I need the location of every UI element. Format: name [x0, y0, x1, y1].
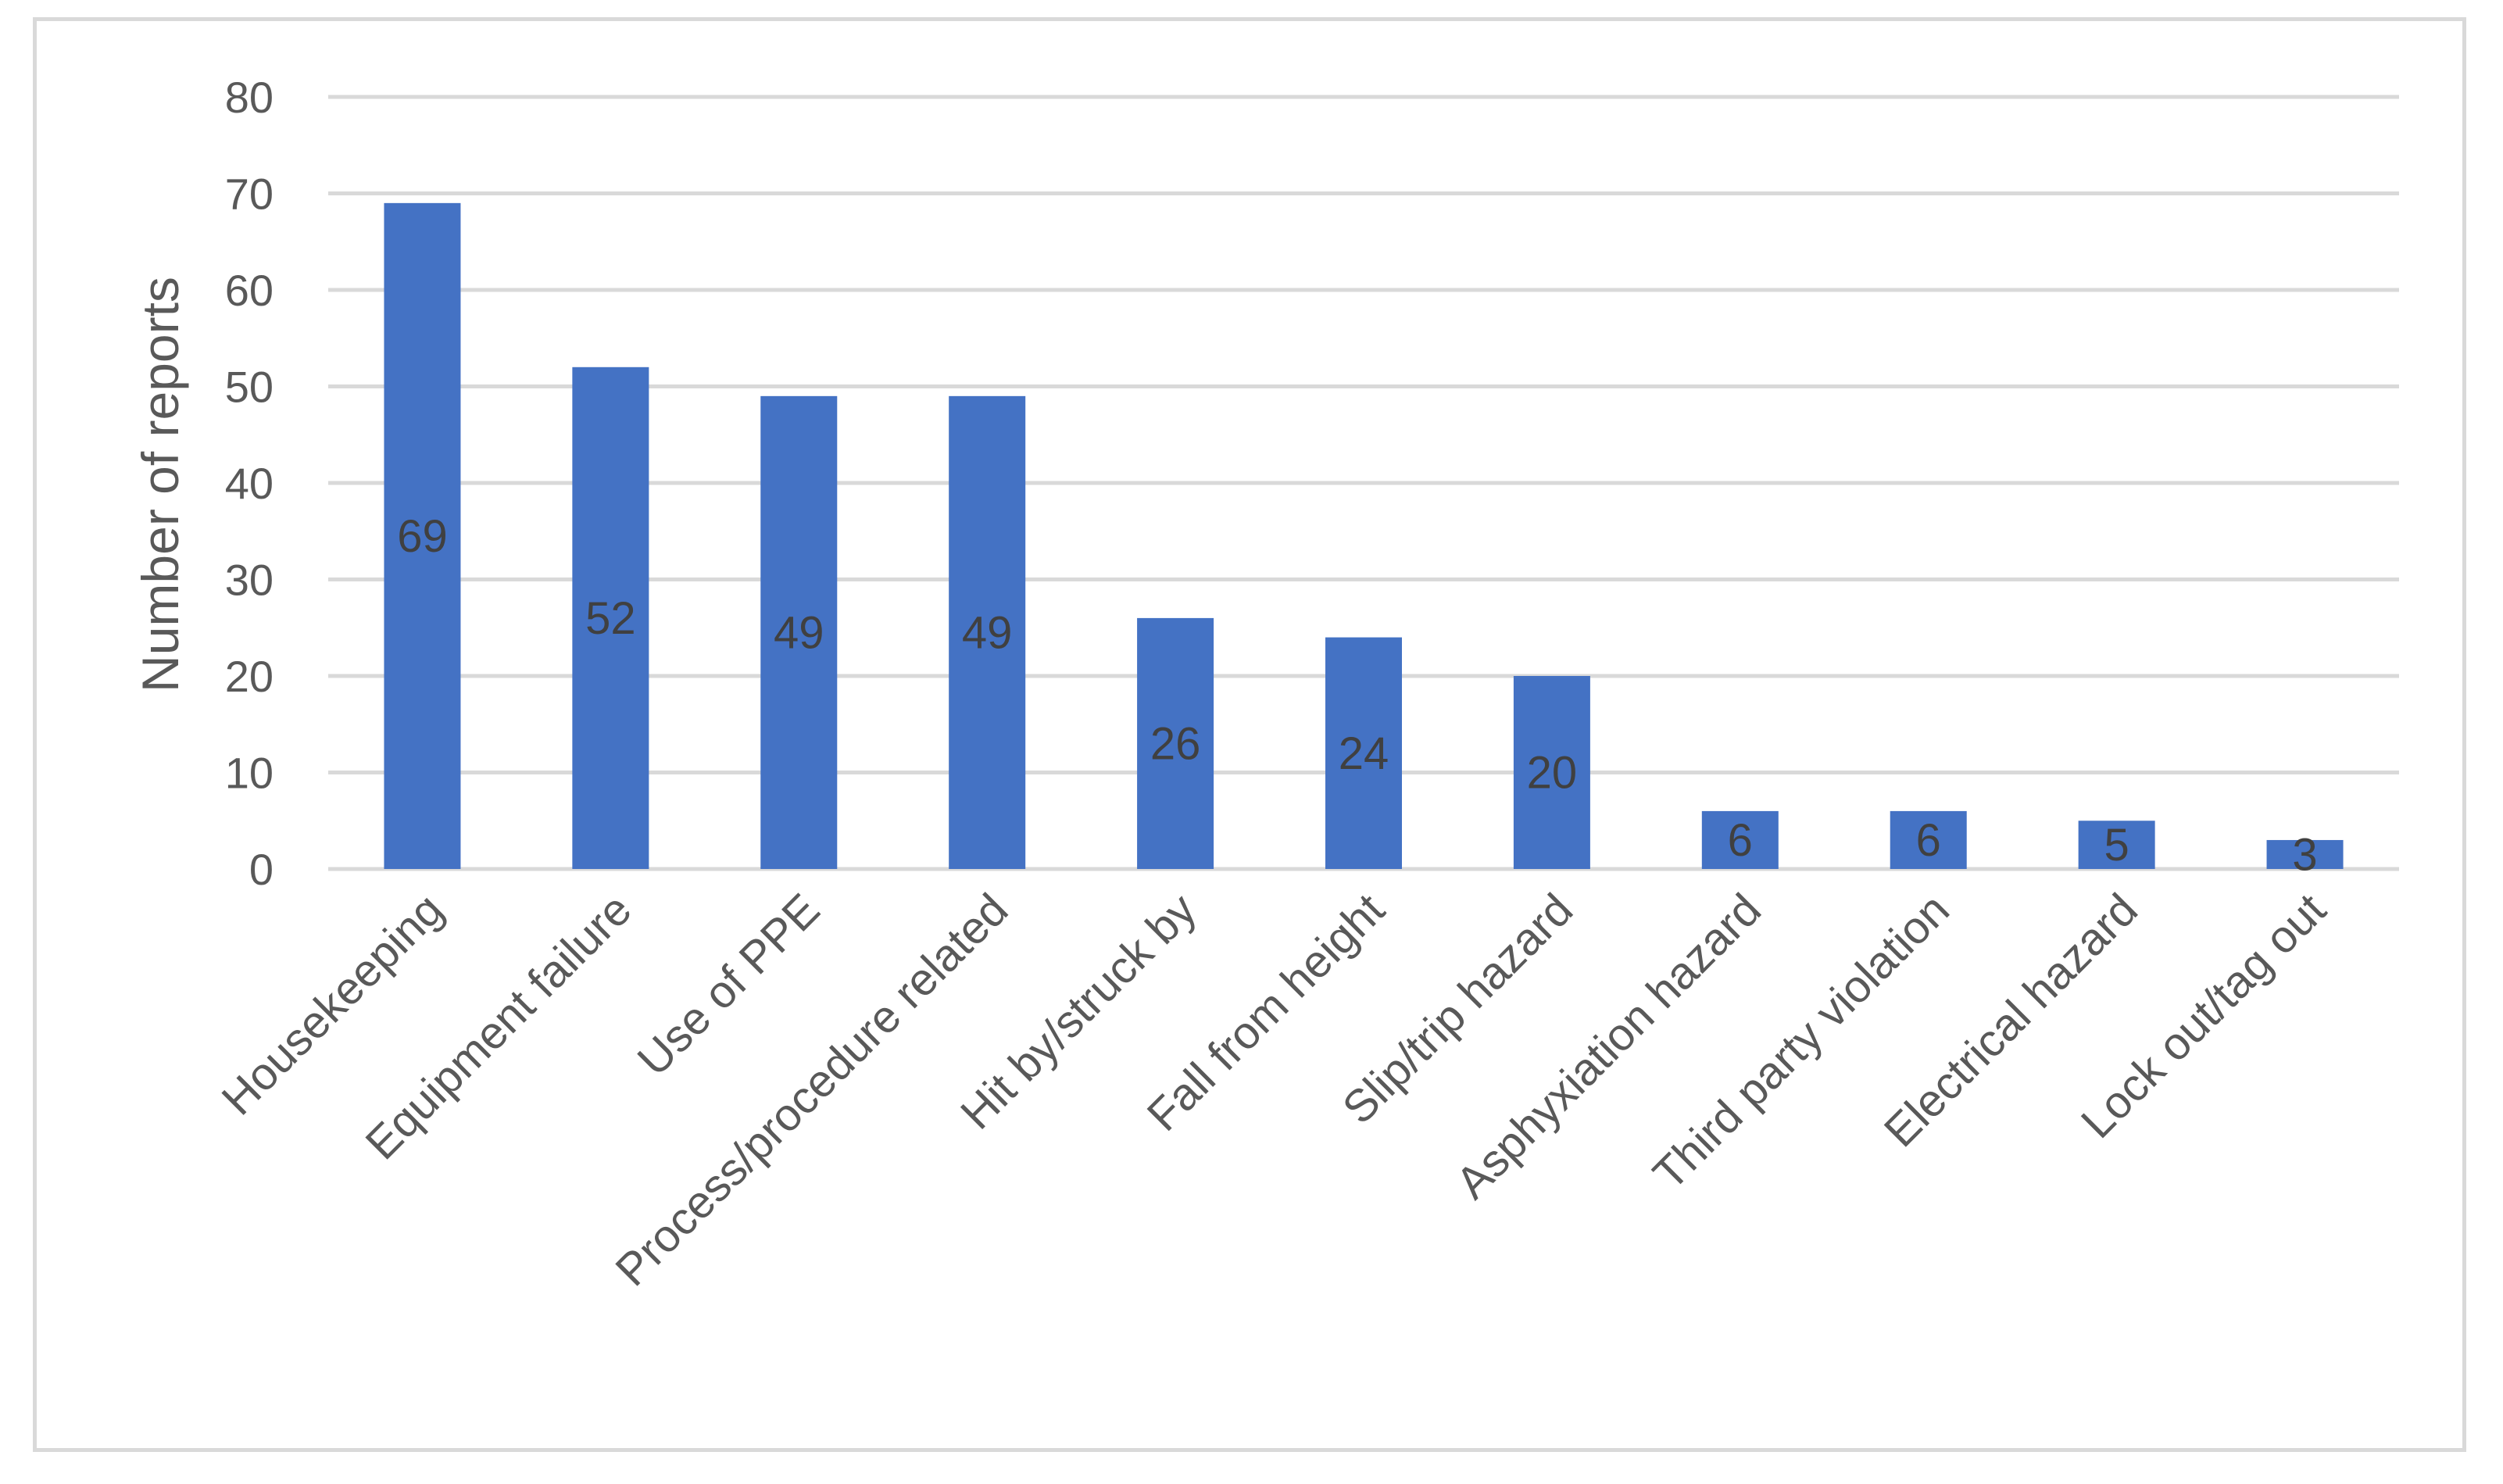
data-label: 5: [2104, 820, 2129, 871]
data-label: 26: [1150, 718, 1201, 769]
y-tick-label: 20: [225, 652, 274, 701]
y-tick-label: 10: [225, 749, 274, 798]
y-tick-label: 50: [225, 363, 274, 412]
bar: [384, 202, 461, 870]
data-label: 52: [585, 593, 636, 644]
data-label: 49: [774, 607, 824, 658]
bar: [1137, 617, 1214, 869]
y-axis-ticks: 0 10 20 30 40 50 60 70 80: [225, 73, 274, 894]
data-label: 6: [1916, 815, 1941, 866]
bar: [949, 395, 1026, 870]
bar: [1701, 810, 1779, 869]
data-labels: 69 52 49 49 26 24 20 6 6 5 3: [397, 511, 2317, 881]
bar: [760, 395, 838, 870]
x-tick-label: Process/procedure related: [606, 884, 1017, 1296]
y-tick-label: 0: [249, 845, 274, 894]
bar: [2078, 821, 2155, 869]
data-label: 3: [2292, 829, 2317, 880]
bar: [1325, 637, 1402, 869]
x-tick-label: Asphyxiation hazard: [1446, 884, 1771, 1208]
data-label: 69: [397, 511, 448, 562]
bar: [1513, 676, 1590, 869]
bar: [2266, 839, 2344, 869]
bars: [384, 202, 2344, 870]
data-label: 20: [1527, 748, 1578, 799]
bar: [572, 367, 649, 869]
y-tick-label: 30: [225, 556, 274, 605]
y-tick-label: 70: [225, 170, 274, 219]
y-tick-label: 60: [225, 266, 274, 315]
gridlines: [328, 95, 2399, 871]
y-axis-title: Number of reports: [131, 277, 189, 692]
data-label: 49: [962, 607, 1013, 658]
data-label: 6: [1728, 815, 1753, 866]
y-tick-label: 80: [225, 73, 274, 122]
y-tick-label: 40: [225, 459, 274, 508]
bar: [1890, 810, 1967, 869]
data-label: 24: [1339, 728, 1389, 779]
x-tick-label: Use of PPE: [628, 884, 830, 1085]
